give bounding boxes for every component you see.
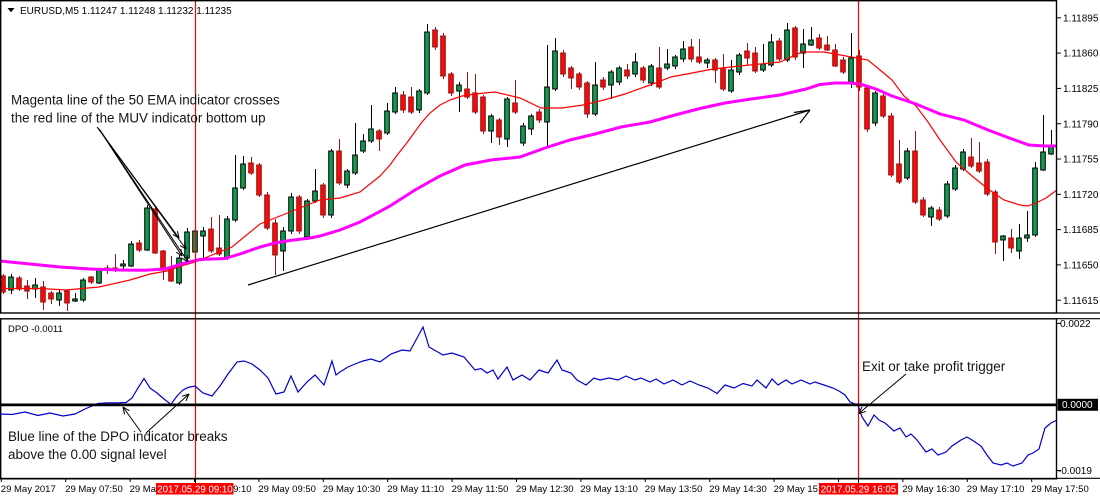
svg-text:-0.0019: -0.0019 (1058, 466, 1092, 477)
svg-text:29 May 14:30: 29 May 14:30 (709, 484, 767, 495)
svg-text:29 May 12:30: 29 May 12:30 (516, 484, 574, 495)
svg-text:29 May 15:10: 29 May 15:10 (774, 484, 832, 495)
svg-text:1.11860: 1.11860 (1063, 49, 1099, 60)
svg-text:1.11755: 1.11755 (1063, 155, 1099, 166)
svg-text:1.11825: 1.11825 (1063, 84, 1099, 95)
svg-text:29 May 11:50: 29 May 11:50 (452, 484, 509, 495)
svg-text:1.11790: 1.11790 (1063, 119, 1099, 130)
svg-text:29 May 07:50: 29 May 07:50 (65, 484, 123, 495)
svg-text:2017.05.29 09:10: 2017.05.29 09:10 (157, 484, 233, 495)
svg-text:1.11685: 1.11685 (1063, 225, 1099, 236)
svg-text:DPO -0.0011: DPO -0.0011 (8, 324, 63, 335)
svg-text:Exit or take profit trigger: Exit or take profit trigger (862, 359, 1006, 374)
svg-text:2017.05.29 16:05: 2017.05.29 16:05 (821, 484, 896, 495)
svg-text:1.11720: 1.11720 (1063, 190, 1099, 201)
svg-text:1.11895: 1.11895 (1063, 13, 1099, 24)
svg-text:above the 0.00 signal level: above the 0.00 signal level (8, 447, 167, 462)
svg-text:29 May 09:50: 29 May 09:50 (258, 484, 316, 495)
svg-text:29 May 11:10: 29 May 11:10 (387, 484, 444, 495)
svg-text:0.0022: 0.0022 (1060, 319, 1091, 330)
svg-text:Magenta line of the 50 EMA ind: Magenta line of the 50 EMA indicator cro… (11, 93, 280, 108)
svg-text:29 May 13:10: 29 May 13:10 (580, 484, 638, 495)
svg-text:29 May 2017: 29 May 2017 (1, 484, 56, 495)
svg-text:1.11615: 1.11615 (1063, 296, 1099, 307)
svg-text:29 May 13:50: 29 May 13:50 (645, 484, 703, 495)
svg-text:29 May 16:30: 29 May 16:30 (902, 484, 960, 495)
svg-text:EURUSD,M5 1.11247 1.11248 1.1: EURUSD,M5 1.11247 1.11248 1.11232 1.1123… (20, 6, 232, 17)
svg-text:1.11650: 1.11650 (1063, 261, 1099, 272)
svg-text:29 May 17:10: 29 May 17:10 (967, 484, 1025, 495)
svg-text:29 May 10:30: 29 May 10:30 (323, 484, 381, 495)
svg-text:0.0000: 0.0000 (1062, 400, 1093, 411)
svg-text:29 May 17:50: 29 May 17:50 (1031, 484, 1089, 495)
svg-text:the red line of the MUV indica: the red line of the MUV indicator bottom… (11, 111, 266, 126)
svg-text:Blue line of the DPO indicator: Blue line of the DPO indicator breaks (8, 429, 228, 444)
